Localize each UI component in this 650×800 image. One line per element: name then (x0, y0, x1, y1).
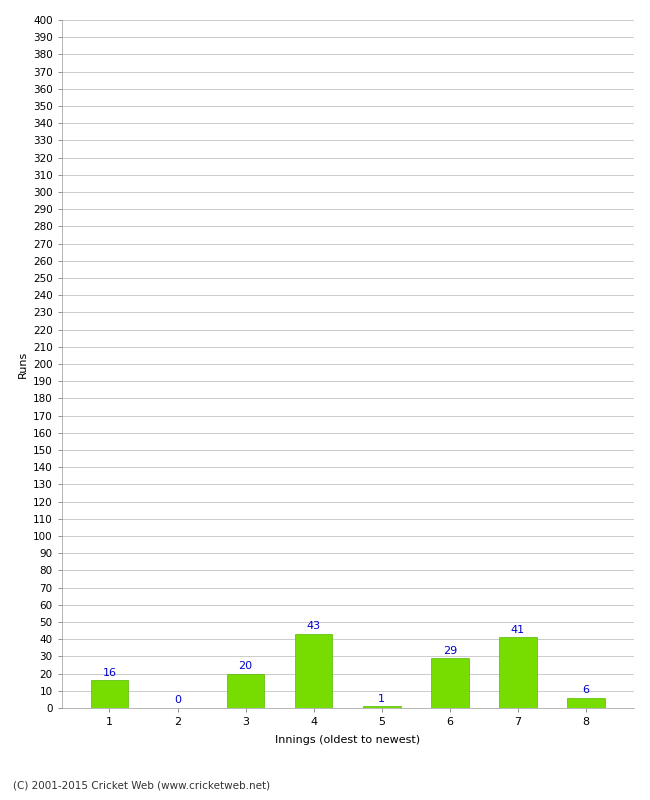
Bar (295, 634, 332, 708)
Text: 29: 29 (443, 646, 457, 655)
Text: 43: 43 (307, 622, 320, 631)
Text: 0: 0 (174, 695, 181, 706)
Text: 16: 16 (103, 668, 116, 678)
Y-axis label: Runs: Runs (18, 350, 27, 378)
Text: 20: 20 (239, 661, 253, 671)
X-axis label: Innings (oldest to newest): Innings (oldest to newest) (275, 735, 421, 746)
Text: 41: 41 (511, 625, 525, 635)
Bar (227, 674, 265, 708)
Bar (499, 638, 537, 708)
Text: (C) 2001-2015 Cricket Web (www.cricketweb.net): (C) 2001-2015 Cricket Web (www.cricketwe… (13, 781, 270, 790)
Bar (363, 706, 400, 708)
Bar (91, 681, 128, 708)
Bar (567, 698, 605, 708)
Bar (431, 658, 469, 708)
Text: 1: 1 (378, 694, 385, 704)
Text: 6: 6 (582, 685, 590, 695)
